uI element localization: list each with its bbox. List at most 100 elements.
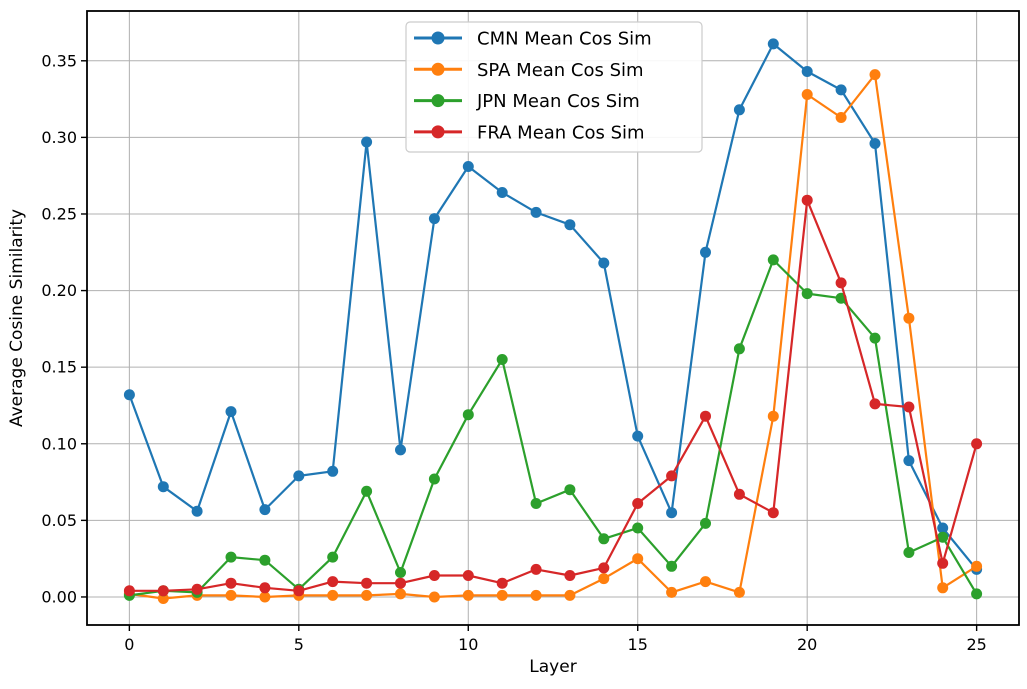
data-point-marker (462, 570, 474, 581)
x-tick-label: 15 (628, 635, 648, 654)
data-point-marker (428, 570, 440, 581)
data-point-marker (293, 585, 305, 597)
series-layer (123, 38, 983, 604)
data-point-marker (598, 533, 610, 545)
data-point-marker (666, 470, 678, 482)
x-tick-label: 0 (124, 635, 134, 654)
data-point-marker (733, 104, 745, 116)
data-point-marker (632, 522, 644, 534)
data-point-marker (327, 465, 339, 477)
data-point-marker (564, 589, 576, 601)
data-point-marker (225, 577, 237, 589)
legend-entry-label: CMN Mean Cos Sim (477, 29, 652, 50)
data-point-marker (700, 517, 711, 529)
data-point-marker (733, 343, 745, 355)
tick-layer: 0 5 10 15 20 25 0.00 0.05 0.10 0.15 0.20 0.25 0.30 0.… (41, 51, 986, 654)
data-point-marker (157, 593, 169, 604)
legend-marker-sample (431, 31, 445, 45)
y-tick-label: 0.00 (41, 587, 77, 606)
data-point-marker (598, 573, 610, 585)
data-point-marker (835, 277, 847, 289)
data-point-marker (869, 69, 881, 81)
data-point-marker (869, 398, 881, 410)
axis-label-layer: Layer Average Cosine Similarity (7, 209, 577, 677)
data-point-marker (361, 589, 373, 601)
legend-entry-label: FRA Mean Cos Sim (477, 122, 645, 143)
data-point-marker (564, 219, 576, 231)
data-point-marker (191, 583, 203, 595)
legend-marker-sample (431, 94, 445, 108)
data-point-marker (496, 589, 508, 601)
x-tick-label: 5 (294, 635, 304, 654)
data-point-marker (395, 444, 406, 456)
data-point-marker (157, 481, 169, 493)
data-point-marker (801, 288, 813, 300)
data-point-marker (767, 38, 779, 50)
data-point-marker (259, 504, 271, 516)
data-point-marker (496, 187, 508, 198)
data-point-marker (428, 591, 440, 603)
y-tick-label: 0.05 (41, 511, 77, 530)
data-point-marker (496, 354, 508, 365)
x-tick-label: 25 (966, 635, 986, 654)
data-point-marker (564, 484, 576, 496)
data-point-marker (191, 505, 203, 517)
data-point-marker (530, 206, 542, 218)
data-point-marker (293, 470, 305, 482)
data-point-marker (835, 112, 847, 123)
data-point-marker (259, 591, 271, 603)
data-point-marker (801, 194, 813, 206)
data-point-marker (123, 585, 135, 597)
data-point-marker (259, 554, 271, 566)
y-tick-label: 0.35 (41, 51, 77, 70)
data-point-marker (259, 582, 271, 594)
data-point-marker (428, 213, 440, 225)
data-point-marker (598, 562, 610, 574)
series-jpn (123, 254, 983, 601)
data-point-marker (632, 430, 644, 442)
data-point-marker (869, 138, 881, 149)
data-point-marker (496, 577, 508, 589)
data-point-marker (598, 257, 610, 269)
data-point-marker (971, 560, 983, 572)
data-point-marker (225, 589, 237, 601)
y-axis-label: Average Cosine Similarity (7, 209, 27, 427)
data-point-marker (835, 84, 847, 96)
data-point-marker (462, 161, 474, 172)
data-point-marker (767, 507, 779, 519)
x-tick-label: 20 (797, 635, 817, 654)
series-line (129, 73, 978, 600)
data-point-marker (971, 588, 983, 600)
data-point-marker (361, 485, 373, 497)
x-tick-label: 10 (458, 635, 478, 654)
data-point-marker (428, 473, 440, 485)
data-point-marker (666, 560, 678, 572)
y-tick-label: 0.30 (41, 128, 77, 147)
data-point-marker (700, 576, 711, 588)
data-point-marker (733, 586, 745, 598)
data-point-marker (462, 589, 474, 601)
data-point-marker (327, 576, 339, 588)
series-line (128, 42, 978, 571)
data-point-marker (395, 577, 406, 589)
data-point-marker (801, 66, 813, 77)
data-point-marker (767, 254, 779, 266)
series-line (129, 199, 978, 592)
x-axis-label: Layer (529, 657, 576, 677)
data-point-marker (700, 246, 711, 258)
data-point-marker (700, 410, 711, 422)
data-point-marker (564, 570, 576, 581)
data-point-marker (327, 551, 339, 563)
data-point-marker (801, 89, 813, 100)
data-point-marker (530, 563, 542, 575)
data-point-marker (971, 438, 983, 450)
data-point-marker (225, 406, 237, 418)
data-point-marker (666, 586, 678, 598)
data-point-marker (903, 312, 915, 324)
data-point-marker (903, 401, 915, 413)
data-point-marker (632, 498, 644, 509)
data-point-marker (869, 332, 881, 344)
data-point-marker (666, 507, 678, 519)
series-fra (123, 194, 983, 597)
y-tick-label: 0.25 (41, 204, 77, 223)
